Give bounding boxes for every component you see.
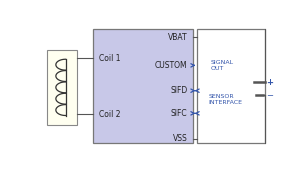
Text: Coil 1: Coil 1 (99, 54, 121, 63)
Text: Coil 2: Coil 2 (99, 110, 121, 119)
Bar (47, 50, 77, 125)
Text: VBAT: VBAT (168, 33, 188, 42)
Text: CUSTOM: CUSTOM (155, 61, 188, 70)
Text: −: − (266, 91, 273, 100)
Bar (197, 29, 266, 143)
Text: SIFC: SIFC (171, 109, 188, 118)
Bar (93, 29, 193, 143)
Text: SENSOR
INTERFACE: SENSOR INTERFACE (208, 94, 242, 105)
Text: VSS: VSS (173, 134, 188, 143)
Text: SIGNAL
OUT: SIGNAL OUT (211, 60, 234, 71)
Text: SIFD: SIFD (170, 86, 188, 95)
Text: +: + (266, 78, 273, 86)
